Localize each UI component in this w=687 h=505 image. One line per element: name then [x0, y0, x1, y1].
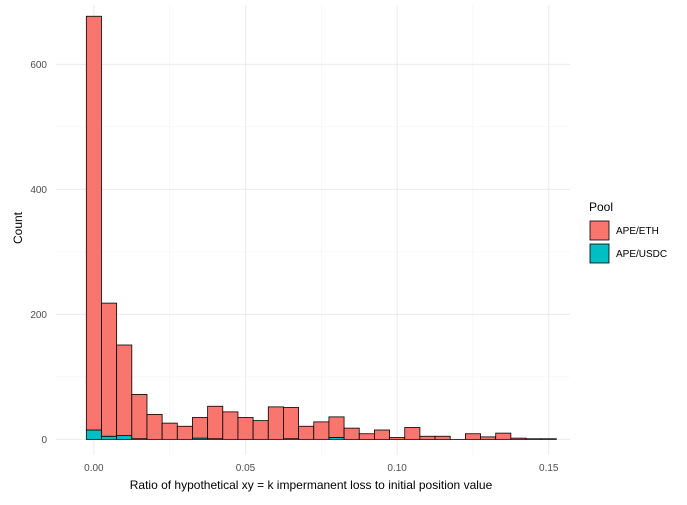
x-axis-ticks: 0.00 0.05 0.10 0.15 [84, 463, 559, 474]
legend-label: APE/USDC [616, 249, 667, 260]
major-gridlines [56, 5, 570, 455]
bar-ape-eth [419, 435, 436, 440]
x-tick-label: 0.05 [236, 463, 256, 474]
bar-ape-eth [101, 302, 118, 437]
x-tick-label: 0.10 [387, 463, 407, 474]
bar-ape-usdc [101, 435, 118, 440]
legend-title: Pool [589, 200, 613, 214]
bar-ape-eth [161, 422, 178, 440]
minor-gridlines [56, 5, 570, 455]
bar-ape-eth [131, 393, 148, 440]
bar-ape-eth [480, 436, 497, 440]
bar-ape-eth [313, 421, 330, 440]
bar-ape-eth [343, 427, 360, 440]
bar-ape-eth [434, 435, 451, 440]
x-tick-label: 0.15 [539, 463, 559, 474]
bar-ape-eth [358, 433, 375, 440]
bar-ape-eth [525, 438, 542, 440]
bar-ape-eth [85, 15, 102, 431]
y-tick-label: 600 [30, 60, 47, 71]
histogram-bars [85, 15, 557, 440]
bar-ape-eth [237, 417, 254, 440]
y-axis-ticks: 0 200 400 600 [30, 60, 47, 446]
legend-key [589, 220, 610, 241]
bar-ape-usdc [85, 429, 102, 440]
bar-ape-eth [298, 425, 315, 440]
y-axis-title: Count [11, 211, 25, 244]
bar-ape-eth [540, 438, 557, 440]
legend-label: APE/ETH [616, 226, 659, 237]
bar-ape-eth [283, 407, 299, 440]
bar-ape-eth [207, 405, 224, 440]
bar-ape-eth [495, 432, 512, 440]
y-tick-label: 0 [41, 435, 47, 446]
bar-ape-eth [116, 344, 133, 437]
bar-ape-eth [374, 429, 390, 440]
bar-ape-usdc [116, 435, 133, 440]
x-axis-title: Ratio of hypothetical xy = k impermanent… [130, 478, 493, 492]
bar-ape-eth [267, 406, 284, 440]
legend: Pool APE/ETH APE/USDC [589, 200, 667, 264]
bar-ape-eth [404, 427, 421, 440]
y-tick-label: 400 [30, 185, 47, 196]
bar-ape-eth [176, 425, 193, 440]
bar-ape-eth [389, 437, 406, 440]
legend-key [589, 243, 610, 264]
bar-ape-eth [146, 413, 163, 440]
bar-ape-eth [464, 433, 481, 440]
y-tick-label: 200 [30, 310, 47, 321]
bar-ape-eth [222, 411, 239, 440]
bar-ape-eth [192, 417, 209, 439]
bar-ape-eth [328, 416, 345, 438]
bar-ape-eth [510, 437, 527, 440]
x-tick-label: 0.00 [84, 463, 104, 474]
bar-ape-eth [252, 420, 269, 440]
